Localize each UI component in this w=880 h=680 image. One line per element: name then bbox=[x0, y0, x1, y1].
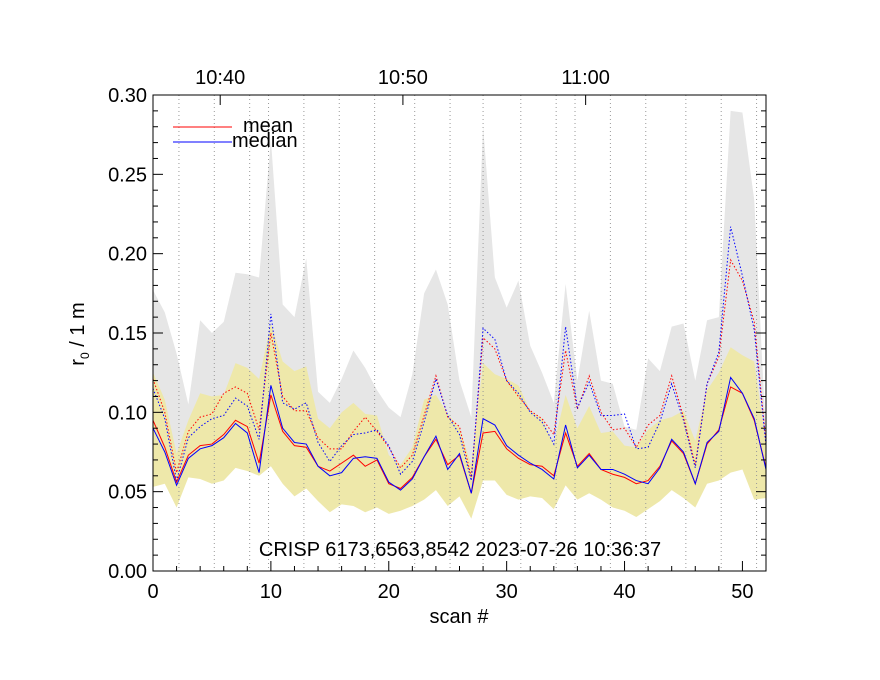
y-axis-label-unit: / 1 m bbox=[67, 302, 89, 352]
top-tick-label: 10:50 bbox=[378, 67, 428, 89]
legend-mean-label: mean bbox=[243, 115, 293, 137]
median-line bbox=[152, 376, 767, 494]
y-tick-label: 0.20 bbox=[108, 244, 147, 266]
x-axis-label: scan # bbox=[430, 606, 490, 628]
x-tick-label: 20 bbox=[378, 581, 400, 603]
legend-median-label: median bbox=[232, 130, 298, 152]
y-tick-label: 0.10 bbox=[108, 402, 147, 424]
axis-labels: 0 10 20 30 40 50 0.00 0.05 0.10 0.15 0.20 0.25 0.30 1… bbox=[108, 67, 753, 603]
x-tick-label: 10 bbox=[260, 581, 282, 603]
y-tick-label: 0.15 bbox=[108, 323, 147, 345]
top-tick-label: 11:00 bbox=[561, 67, 610, 89]
chart-annotation: CRISP 6173,6563,8542 2023-07-26 10:36:37 bbox=[259, 539, 661, 561]
series-3-line bbox=[152, 226, 767, 481]
x-tick-label: 30 bbox=[496, 581, 518, 603]
data-lines bbox=[152, 226, 767, 494]
x-tick-label: 0 bbox=[147, 581, 158, 603]
legend: mean median bbox=[173, 115, 298, 152]
series-2-line bbox=[152, 258, 767, 478]
y-tick-label: 0.00 bbox=[108, 561, 147, 583]
time-guide-lines bbox=[178, 95, 758, 571]
y-axis-label-main: r bbox=[67, 359, 89, 366]
y-axis-label: r0 / 1 m bbox=[67, 302, 92, 365]
axis-ticks bbox=[152, 94, 767, 572]
y-axis-label-subscript: 0 bbox=[78, 352, 92, 359]
x-tick-label: 40 bbox=[613, 581, 635, 603]
y-tick-label: 0.30 bbox=[108, 85, 147, 107]
x-tick-label: 50 bbox=[731, 581, 753, 603]
y-tick-label: 0.05 bbox=[108, 482, 147, 504]
top-tick-label: 10:40 bbox=[195, 67, 245, 89]
y-tick-label: 0.25 bbox=[108, 164, 147, 186]
distribution-bands bbox=[153, 110, 766, 519]
